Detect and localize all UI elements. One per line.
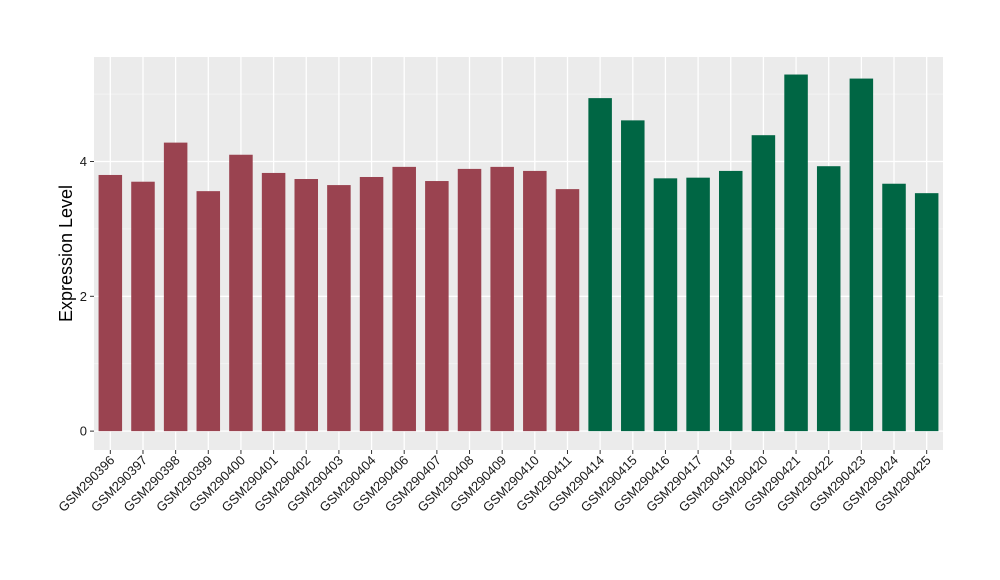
bar-GSM290396 xyxy=(98,174,123,432)
bar-GSM290407 xyxy=(425,181,449,432)
bar-GSM290400 xyxy=(229,154,253,432)
bar-GSM290403 xyxy=(327,185,351,432)
bar-GSM290417 xyxy=(686,177,710,432)
y-tick-label: 4 xyxy=(80,154,87,169)
bar-GSM290404 xyxy=(359,176,384,432)
bar-GSM290415 xyxy=(621,120,645,432)
bar-GSM290422 xyxy=(816,166,841,432)
x-axis: GSM290396GSM290397GSM290398GSM290399GSM2… xyxy=(55,450,934,515)
bar-GSM290416 xyxy=(653,178,678,432)
y-tick-label: 0 xyxy=(80,424,87,439)
bar-GSM290424 xyxy=(882,183,906,432)
bar-GSM290423 xyxy=(849,78,874,432)
bars xyxy=(98,74,939,432)
bar-GSM290408 xyxy=(457,168,482,432)
y-tick-label: 2 xyxy=(80,289,87,304)
bar-GSM290409 xyxy=(490,166,514,432)
bar-GSM290401 xyxy=(261,172,286,432)
y-axis: 0 2 4 xyxy=(80,154,94,439)
y-axis-title: Expression Level xyxy=(56,185,76,322)
plot-panel xyxy=(94,57,943,450)
bar-GSM290410 xyxy=(523,170,547,432)
bar-GSM290402 xyxy=(294,179,319,432)
bar-GSM290421 xyxy=(784,74,808,432)
bar-GSM290420 xyxy=(751,135,776,432)
bar-GSM290399 xyxy=(196,191,221,432)
bar-GSM290418 xyxy=(718,170,743,432)
bar-GSM290411 xyxy=(555,189,580,432)
bar-GSM290398 xyxy=(163,142,188,432)
bar-GSM290406 xyxy=(392,166,416,432)
bar-GSM290414 xyxy=(588,98,612,432)
bar-GSM290425 xyxy=(914,193,939,432)
bar-GSM290397 xyxy=(131,181,155,432)
